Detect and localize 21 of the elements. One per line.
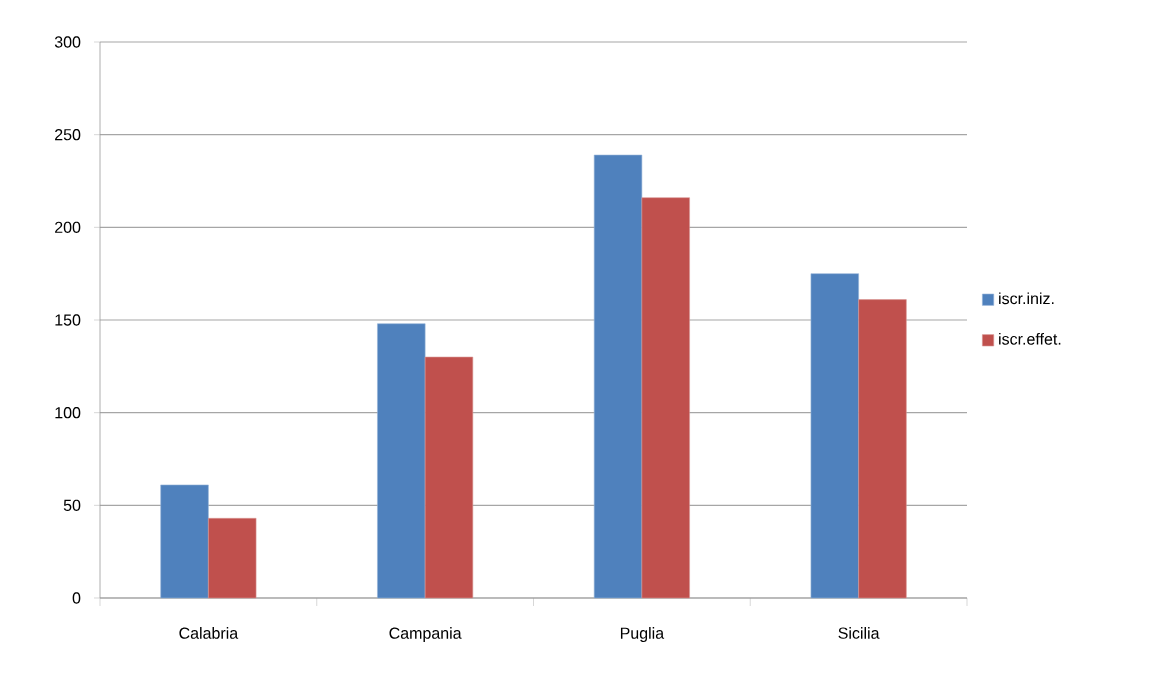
bar [593, 154, 643, 599]
x-tick-label: Calabria [179, 627, 239, 639]
bar [424, 356, 474, 599]
legend-label: iscr.effet. [999, 332, 1061, 345]
bar [810, 273, 859, 599]
y-tick-label: 300 [54, 36, 81, 48]
bar [160, 484, 209, 599]
bar [858, 299, 907, 599]
x-tick-label: Puglia [620, 627, 665, 642]
bar [377, 323, 426, 599]
bar [641, 197, 690, 599]
y-tick-label: 100 [55, 407, 81, 419]
y-tick-label: 250 [55, 129, 81, 141]
y-tick-label: 150 [55, 314, 81, 326]
y-tick-label: 0 [72, 592, 81, 604]
y-tick-label: 200 [55, 221, 81, 233]
x-tick-label: Campania [389, 627, 462, 642]
bar [208, 518, 257, 599]
x-tick-label: Sicilia [838, 627, 880, 639]
legend-label: iscr.iniz. [999, 292, 1054, 305]
y-tick-label: 50 [63, 499, 81, 511]
